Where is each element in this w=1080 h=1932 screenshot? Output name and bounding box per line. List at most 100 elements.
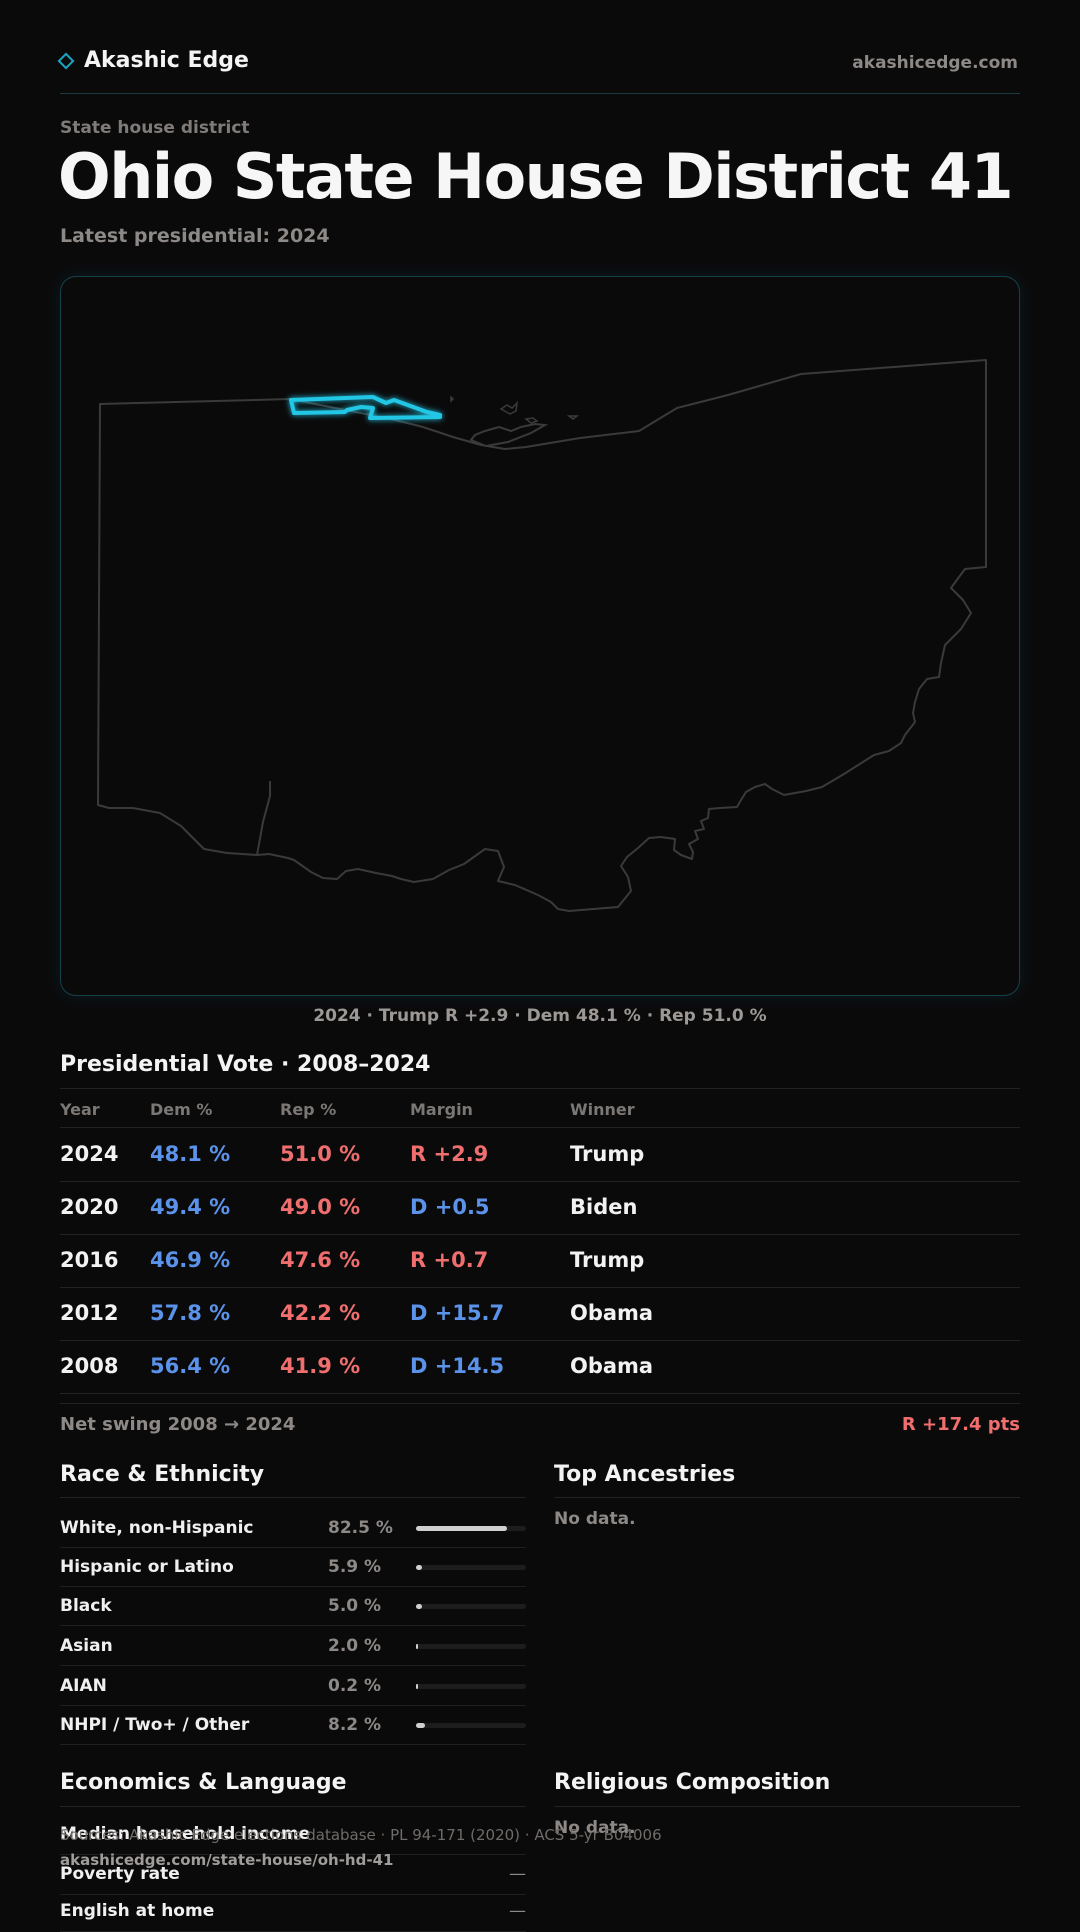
- net-swing-value: R +17.4 pts: [901, 1414, 1020, 1435]
- econ-value: —: [509, 1864, 526, 1884]
- religion-empty-text: No data.: [554, 1818, 636, 1838]
- divider: [60, 1806, 526, 1807]
- race-label: White, non-Hispanic: [60, 1518, 254, 1538]
- site-link[interactable]: akashicedge.com: [852, 53, 1018, 73]
- margin-cell: R +2.9: [410, 1142, 489, 1166]
- col-dem: Dem %: [150, 1100, 213, 1119]
- ohio-map-svg: [97, 359, 987, 912]
- winner-cell: Biden: [570, 1195, 638, 1219]
- race-bar-track: [416, 1644, 526, 1649]
- dem-cell: 57.8 %: [150, 1301, 231, 1325]
- race-row: AIAN 0.2 %: [60, 1666, 526, 1706]
- dem-cell: 49.4 %: [150, 1195, 231, 1219]
- margin-cell: R +0.7: [410, 1248, 489, 1272]
- margin-cell: D +0.5: [410, 1195, 490, 1219]
- race-bar-track: [416, 1604, 526, 1609]
- winner-cell: Trump: [570, 1248, 645, 1272]
- divider: [554, 1806, 1020, 1807]
- map-caption: 2024 · Trump R +2.9 · Dem 48.1 % · Rep 5…: [313, 1006, 767, 1026]
- winner-cell: Obama: [570, 1354, 654, 1378]
- header-divider: [60, 93, 1020, 94]
- race-label: Black: [60, 1596, 112, 1616]
- race-label: Asian: [60, 1636, 113, 1656]
- race-label: NHPI / Two+ / Other: [60, 1715, 250, 1735]
- race-row: Hispanic or Latino 5.9 %: [60, 1547, 526, 1587]
- race-percent: 82.5 %: [328, 1518, 393, 1538]
- table-row: 2012 57.8 % 42.2 % D +15.7 Obama: [60, 1287, 1020, 1341]
- divider: [60, 1403, 1020, 1404]
- latest-election-subtitle: Latest presidential: 2024: [60, 225, 330, 247]
- economics-section-title: Economics & Language: [60, 1770, 347, 1795]
- divider: [554, 1497, 1020, 1498]
- net-swing-label: Net swing 2008 → 2024: [60, 1414, 296, 1435]
- col-year: Year: [60, 1100, 100, 1119]
- district-map[interactable]: [60, 276, 1020, 996]
- presidential-section-title: Presidential Vote · 2008–2024: [60, 1052, 431, 1077]
- brand[interactable]: Akashic Edge: [57, 48, 249, 73]
- ancestries-section-title: Top Ancestries: [554, 1462, 736, 1487]
- rep-cell: 51.0 %: [280, 1142, 361, 1166]
- race-percent: 5.0 %: [328, 1596, 382, 1616]
- econ-label: Poverty rate: [60, 1864, 180, 1884]
- race-bar-fill: [416, 1684, 418, 1689]
- year-cell: 2008: [60, 1354, 119, 1378]
- race-bar-track: [416, 1526, 526, 1531]
- race-label: AIAN: [60, 1676, 107, 1696]
- lake-island-3: [566, 415, 580, 420]
- footer-url[interactable]: akashicedge.com/state-house/oh-hd-41: [60, 1851, 394, 1869]
- year-cell: 2012: [60, 1301, 119, 1325]
- table-row: 2020 49.4 % 49.0 % D +0.5 Biden: [60, 1181, 1020, 1235]
- winner-cell: Trump: [570, 1142, 645, 1166]
- race-percent: 8.2 %: [328, 1715, 382, 1735]
- race-row: White, non-Hispanic 82.5 %: [60, 1508, 526, 1548]
- year-cell: 2020: [60, 1195, 119, 1219]
- race-row: NHPI / Two+ / Other 8.2 %: [60, 1705, 526, 1745]
- race-row: Black 5.0 %: [60, 1586, 526, 1626]
- dem-cell: 48.1 %: [150, 1142, 231, 1166]
- table-row: 2016 46.9 % 47.6 % R +0.7 Trump: [60, 1234, 1020, 1288]
- econ-label: English at home: [60, 1901, 215, 1921]
- race-bar-fill: [416, 1723, 426, 1728]
- rep-cell: 49.0 %: [280, 1195, 361, 1219]
- race-bar-track: [416, 1684, 526, 1689]
- district-41-outline: [289, 395, 442, 420]
- race-bar-fill: [416, 1644, 419, 1649]
- religion-section-title: Religious Composition: [554, 1770, 831, 1795]
- econ-value: —: [509, 1901, 526, 1921]
- race-bar-track: [416, 1723, 526, 1728]
- divider: [60, 1088, 1020, 1089]
- race-label: Hispanic or Latino: [60, 1557, 234, 1577]
- race-percent: 0.2 %: [328, 1676, 382, 1696]
- year-cell: 2024: [60, 1142, 119, 1166]
- dem-cell: 56.4 %: [150, 1354, 231, 1378]
- econ-row: English at home —: [60, 1895, 526, 1932]
- internal-boundary: [256, 781, 271, 856]
- lake-island-4: [450, 395, 455, 403]
- year-cell: 2016: [60, 1248, 119, 1272]
- race-bar-fill: [416, 1604, 422, 1609]
- econ-row: Median household income: [60, 1818, 526, 1855]
- econ-label: Median household income: [60, 1824, 311, 1844]
- district-type-label: State house district: [60, 118, 250, 138]
- margin-cell: D +14.5: [410, 1354, 505, 1378]
- brand-name: Akashic Edge: [84, 48, 249, 73]
- margin-cell: D +15.7: [410, 1301, 505, 1325]
- page-title: Ohio State House District 41: [58, 140, 1014, 213]
- state-outline: [97, 359, 987, 912]
- footer-sources: Sources: Akashic Edge elections database…: [60, 1826, 662, 1844]
- col-winner: Winner: [570, 1100, 635, 1119]
- lake-island-2: [524, 417, 539, 424]
- diamond-logo-icon: [57, 52, 75, 69]
- table-row: 2008 56.4 % 41.9 % D +14.5 Obama: [60, 1340, 1020, 1394]
- bay-inlet: [469, 422, 549, 448]
- ancestries-empty-text: No data.: [554, 1509, 636, 1529]
- col-margin: Margin: [410, 1100, 473, 1119]
- rep-cell: 47.6 %: [280, 1248, 361, 1272]
- divider: [60, 1497, 526, 1498]
- econ-row: Poverty rate —: [60, 1858, 526, 1895]
- table-row: 2024 48.1 % 51.0 % R +2.9 Trump: [60, 1128, 1020, 1182]
- dem-cell: 46.9 %: [150, 1248, 231, 1272]
- race-percent: 2.0 %: [328, 1636, 382, 1656]
- race-percent: 5.9 %: [328, 1557, 382, 1577]
- race-bar-track: [416, 1565, 526, 1570]
